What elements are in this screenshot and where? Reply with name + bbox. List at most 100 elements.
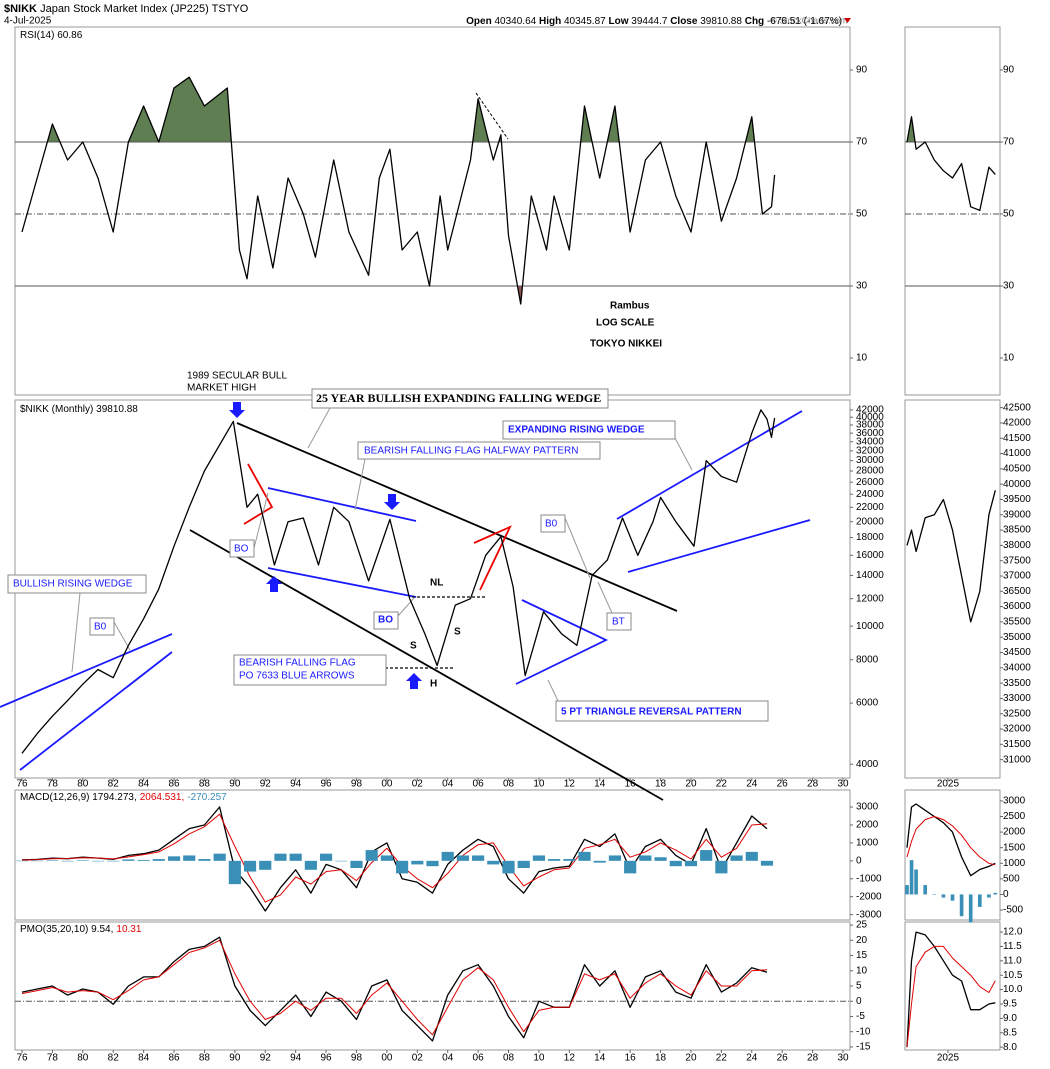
arrow-down (384, 494, 400, 510)
annotation: EXPANDING RISING WEDGE (508, 425, 645, 436)
y-tick-label: 4000 (856, 759, 879, 770)
histogram-bar (914, 869, 918, 895)
histogram-bar (968, 894, 973, 923)
histogram-bar (456, 855, 469, 861)
x-tick-label: 2025 (937, 779, 960, 790)
y-tick-label: 37500 (1003, 555, 1031, 566)
y-tick-label: 36000 (856, 428, 884, 439)
legend: RSI(14) 60.86 (20, 30, 83, 41)
y-tick-label: 38500 (1003, 525, 1031, 536)
x-tick-label: 30 (837, 1053, 849, 1064)
annotation: BULLISH RISING WEDGE (13, 579, 133, 590)
x-tick-label: 90 (229, 779, 241, 790)
series-line (21, 939, 768, 1036)
x-tick-label: 28 (807, 1053, 819, 1064)
annotation-box (373, 611, 399, 630)
y-tick-label: 8.0 (1003, 1042, 1017, 1053)
y-tick-label: 1000 (856, 838, 879, 849)
x-tick-label: 26 (777, 779, 789, 790)
legend: PMO(35,20,10) 9.54, 10.31 (20, 924, 142, 935)
y-tick-label: 50 (1003, 209, 1015, 220)
annotation: MARKET HIGH (187, 383, 256, 394)
y-tick-label: 32000 (856, 446, 884, 457)
x-tick-label: 88 (199, 1053, 211, 1064)
quote-label: Open (466, 16, 492, 27)
x-tick-label: 90 (229, 1053, 241, 1064)
histogram-bar (669, 860, 682, 867)
quote-label: Close (670, 16, 698, 27)
histogram-bar (700, 850, 713, 861)
watermark: © StockCharts.com (770, 15, 848, 25)
x-tick-label: 94 (290, 779, 302, 790)
x-tick-label: 76 (16, 1053, 28, 1064)
annotation: 5 PT TRIANGLE REVERSAL PATTERN (561, 707, 742, 718)
histogram-bar (608, 855, 622, 861)
y-tick-label: 25 (856, 920, 868, 931)
histogram-bar (987, 894, 991, 898)
histogram-bar (152, 859, 165, 861)
annotation-box (229, 539, 255, 558)
flag-top (267, 487, 417, 522)
macd-frame (14, 789, 851, 921)
y-tick-label: 6000 (856, 698, 879, 709)
x-tick-label: 82 (108, 1053, 120, 1064)
annotation: 1989 SECULAR BULL (187, 371, 287, 382)
series-line (21, 806, 768, 912)
x-tick-label: 92 (260, 1053, 272, 1064)
x-tick-label: 86 (168, 1053, 180, 1064)
series-line (21, 936, 768, 1042)
symbol-name: Japan Stock Market Index (JP225) TSTYO (40, 3, 249, 15)
x-tick-label: 12 (564, 779, 576, 790)
x-tick-label: 12 (564, 1053, 576, 1064)
chart-title: $NIKK Japan Stock Market Index (JP225) T… (4, 3, 249, 15)
x-tick-label: 24 (746, 779, 758, 790)
y-tick-label: 28000 (856, 466, 884, 477)
y-tick-label: 1500 (1003, 842, 1026, 853)
y-tick-label: 9.0 (1003, 1013, 1017, 1024)
y-tick-label: 12000 (856, 593, 884, 604)
x-tick-label: 26 (777, 1053, 789, 1064)
y-tick-label: 22000 (856, 502, 884, 513)
histogram-bar (593, 860, 606, 863)
y-tick-label: 10000 (856, 621, 884, 632)
y-tick-label: -2000 (856, 891, 882, 902)
histogram-bar (213, 853, 226, 861)
arrow-down (229, 402, 245, 418)
x-tick-label: 20 (685, 1053, 697, 1064)
rsi-trend (475, 92, 509, 140)
histogram-bar (905, 885, 909, 895)
quote-label: Chg (745, 16, 764, 27)
histogram-bar (350, 860, 363, 868)
histogram-bar (441, 851, 454, 861)
histogram-bar (76, 860, 89, 861)
histogram-bar (502, 860, 515, 874)
x-tick-label: 96 (321, 779, 333, 790)
y-tick-label: 26000 (856, 477, 884, 488)
y-tick-label: 8000 (856, 654, 879, 665)
series-line (906, 931, 996, 1048)
histogram-bar (319, 853, 333, 861)
histogram-bar (122, 859, 135, 861)
y-tick-label: 8.5 (1003, 1027, 1017, 1038)
annotation: H (430, 679, 437, 690)
annotation: NL (430, 578, 443, 589)
date: 4-Jul-2025 (4, 16, 52, 27)
quote: Open 40340.64 High 40345.87 Low 39444.7 … (466, 16, 842, 27)
histogram-bar (578, 851, 591, 861)
y-tick-label: 41000 (1003, 448, 1031, 459)
legend: $NIKK (Monthly) 39810.88 (20, 404, 138, 415)
legend-entry: 2064.531, (140, 792, 185, 803)
histogram-bar (167, 856, 181, 861)
y-tick-label: 2000 (1003, 827, 1026, 838)
y-tick-label: 1000 (1003, 858, 1026, 869)
y-tick-label: 39000 (1003, 509, 1031, 520)
series-line (21, 76, 776, 305)
histogram-bar (977, 894, 982, 907)
y-tick-label: 39500 (1003, 494, 1031, 505)
histogram-bar (993, 892, 998, 895)
annotation: 25 YEAR BULLISH EXPANDING FALLING WEDGE (316, 391, 601, 405)
y-tick-label: 20 (856, 935, 868, 946)
down-triangle (844, 18, 851, 23)
y-tick-label: 70 (1003, 137, 1015, 148)
y-tick-label: 34000 (1003, 662, 1031, 673)
